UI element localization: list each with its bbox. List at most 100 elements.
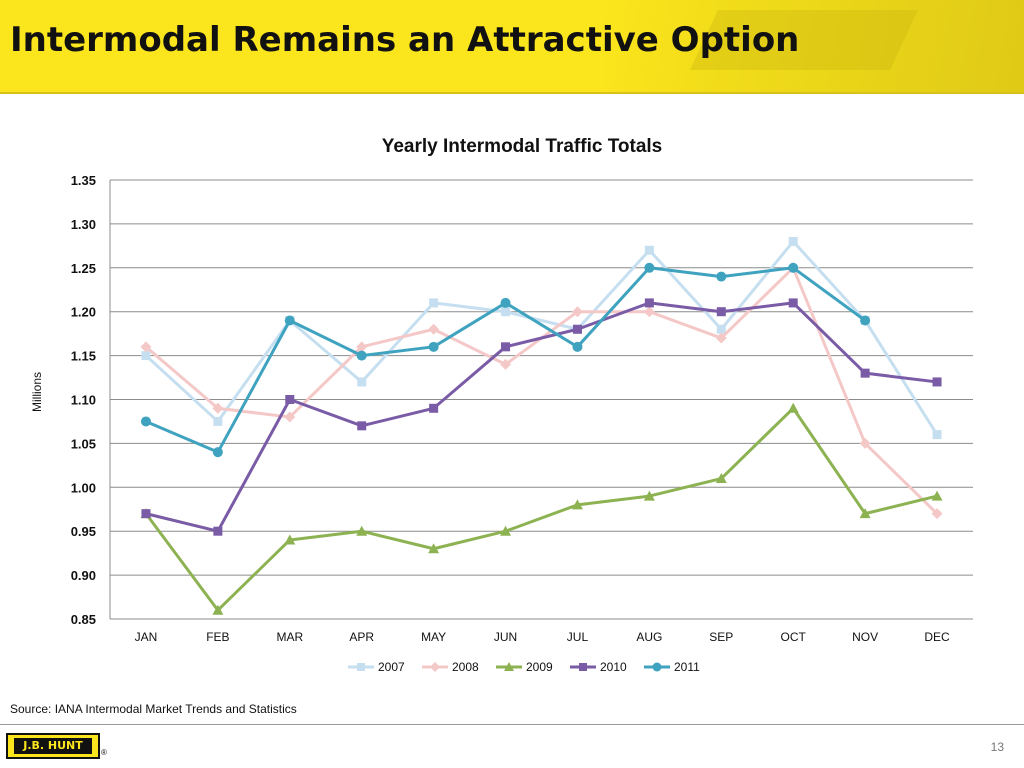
- data-point: [212, 402, 224, 414]
- data-point: [141, 509, 151, 519]
- x-tick-label: AUG: [636, 630, 662, 644]
- logo-text: J.B. HUNT: [23, 739, 83, 752]
- data-point: [571, 499, 583, 510]
- data-point: [859, 508, 871, 519]
- data-point: [284, 315, 295, 326]
- data-point: [140, 416, 151, 427]
- x-tick-label: OCT: [781, 630, 807, 644]
- data-point: [357, 377, 367, 387]
- y-tick-label: 1.30: [71, 217, 96, 232]
- data-point: [141, 351, 151, 361]
- data-point: [571, 306, 583, 318]
- header-banner: Intermodal Remains an Attractive Option: [0, 0, 1024, 92]
- data-point: [788, 236, 798, 246]
- page-number: 13: [990, 740, 1004, 754]
- gridlines: [109, 179, 973, 620]
- data-point: [572, 324, 582, 334]
- data-point: [787, 402, 799, 413]
- data-point: [500, 358, 512, 370]
- data-point: [579, 663, 587, 671]
- x-tick-label: JAN: [135, 630, 158, 644]
- data-point: [716, 307, 726, 317]
- x-tick-label: APR: [349, 630, 374, 644]
- data-point: [357, 421, 367, 431]
- data-point: [643, 490, 655, 501]
- series-2009: [140, 402, 943, 615]
- series-line-2009: [144, 406, 938, 612]
- y-axis-label: Millions: [30, 372, 44, 412]
- x-tick-label: DEC: [924, 630, 950, 644]
- y-tick-label: 0.90: [71, 568, 96, 583]
- series-line-2008: [144, 266, 939, 515]
- x-tick-label: JUN: [494, 630, 517, 644]
- y-tick-label: 1.20: [71, 305, 96, 320]
- data-point: [643, 306, 655, 318]
- data-point: [213, 526, 223, 536]
- data-point: [931, 490, 943, 501]
- jb-hunt-logo: J.B. HUNT: [6, 733, 100, 759]
- series-line-2010: [145, 301, 938, 533]
- series-2008: [140, 262, 943, 520]
- y-tick-label: 1.10: [71, 393, 96, 408]
- legend-item-2010: 2010: [570, 660, 627, 674]
- data-point: [428, 543, 440, 554]
- data-point: [284, 411, 296, 423]
- data-point: [501, 342, 511, 352]
- data-point: [572, 341, 583, 352]
- chart-title: Yearly Intermodal Traffic Totals: [382, 136, 663, 157]
- data-point: [859, 437, 871, 449]
- data-point: [356, 350, 367, 361]
- data-point: [285, 395, 295, 404]
- y-tick-label: 1.15: [71, 349, 96, 364]
- data-point: [644, 298, 654, 308]
- slide-title: Intermodal Remains an Attractive Option: [10, 20, 800, 60]
- data-point: [644, 245, 654, 255]
- series-group: [140, 236, 943, 615]
- header-rule: [0, 92, 1024, 94]
- data-point: [501, 307, 511, 317]
- legend-item-2009: 2009: [496, 660, 553, 674]
- x-tick-label: JUL: [567, 630, 589, 644]
- data-point: [429, 298, 439, 308]
- x-tick-label: FEB: [206, 630, 229, 644]
- data-point: [860, 368, 870, 378]
- legend-item-2011: 2011: [644, 660, 700, 674]
- source-note: Source: IANA Intermodal Market Trends an…: [10, 702, 297, 716]
- y-tick-label: 0.85: [71, 612, 96, 627]
- data-point: [140, 341, 152, 353]
- data-point: [500, 525, 512, 536]
- data-point: [644, 262, 655, 273]
- header-decoration: [604, 0, 1024, 92]
- y-tick-label: 1.25: [71, 261, 96, 276]
- chart-legend: 2007 2008 2009 2010 2011: [348, 660, 700, 674]
- legend-item-2007: 2007: [348, 660, 405, 674]
- legend-item-2008: 2008: [422, 660, 479, 674]
- x-tick-label: MAY: [421, 630, 446, 644]
- legend-label: 2011: [674, 660, 700, 674]
- series-2010: [141, 298, 942, 536]
- data-point: [788, 298, 798, 308]
- data-point: [284, 534, 296, 545]
- data-point: [212, 447, 223, 458]
- x-tick-label: MAR: [276, 630, 303, 644]
- series-2011: [140, 262, 871, 458]
- data-point: [715, 473, 727, 484]
- line-chart: Yearly Intermodal Traffic Totals Million…: [30, 136, 973, 674]
- data-point: [931, 508, 943, 520]
- legend-label: 2008: [452, 660, 479, 674]
- data-point: [716, 324, 726, 334]
- data-point: [715, 332, 727, 344]
- y-tick-label: 1.05: [71, 436, 96, 451]
- y-tick-label: 0.95: [71, 524, 96, 539]
- y-tick-label: 1.35: [71, 173, 96, 188]
- data-point: [932, 377, 942, 387]
- data-point: [213, 416, 223, 426]
- registered-mark: ®: [101, 748, 107, 757]
- legend-label: 2009: [526, 660, 553, 674]
- data-point: [357, 663, 365, 671]
- logo-inner: [14, 738, 92, 754]
- data-point: [430, 662, 440, 672]
- y-axis-ticks: 0.85 0.90 0.95 1.00 1.05 1.10 1.15 1.20 1.25 1.30…: [71, 173, 96, 627]
- data-point: [860, 315, 871, 326]
- data-point: [932, 430, 942, 440]
